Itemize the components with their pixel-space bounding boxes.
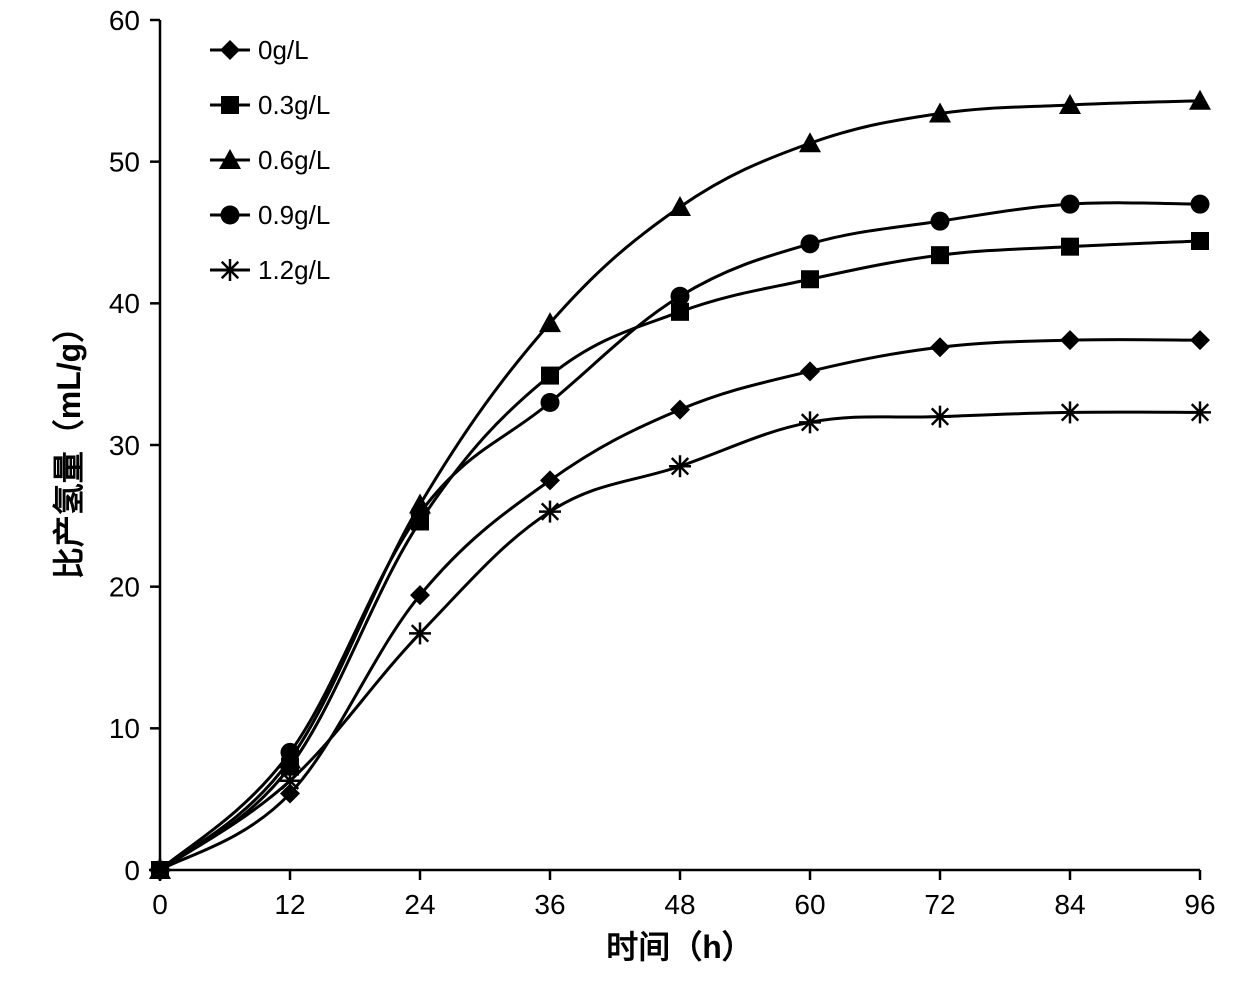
y-tick-label: 30 [109, 430, 140, 461]
y-axis-label: 比产氢量（mL/g） [51, 311, 87, 579]
y-tick-label: 40 [109, 288, 140, 319]
x-tick-label: 24 [404, 889, 435, 920]
legend-label: 0.3g/L [258, 90, 330, 120]
x-axis-label: 时间（h） [606, 929, 754, 965]
chart-container: 0 12 24 36 48 60 72 84 96 0 10 20 30 40 50 60 时间（h） 比产氢量（… [0, 0, 1240, 989]
legend-label: 0.6g/L [258, 145, 330, 175]
legend-label: 0.9g/L [258, 200, 330, 230]
y-tick-label: 20 [109, 571, 140, 602]
x-tick-label: 72 [924, 889, 955, 920]
line-chart: 0 12 24 36 48 60 72 84 96 0 10 20 30 40 50 60 时间（h） 比产氢量（… [0, 0, 1240, 989]
x-tick-label: 48 [664, 889, 695, 920]
x-tick-label: 60 [794, 889, 825, 920]
x-tick-label: 96 [1184, 889, 1215, 920]
legend-label: 1.2g/L [258, 255, 330, 285]
y-tick-label: 0 [124, 855, 140, 886]
x-tick-label: 36 [534, 889, 565, 920]
legend-label: 0g/L [258, 35, 309, 65]
y-tick-label: 60 [109, 5, 140, 36]
y-tick-label: 50 [109, 146, 140, 177]
x-tick-label: 12 [274, 889, 305, 920]
x-tick-label: 0 [152, 889, 168, 920]
x-tick-label: 84 [1054, 889, 1085, 920]
y-tick-label: 10 [109, 713, 140, 744]
